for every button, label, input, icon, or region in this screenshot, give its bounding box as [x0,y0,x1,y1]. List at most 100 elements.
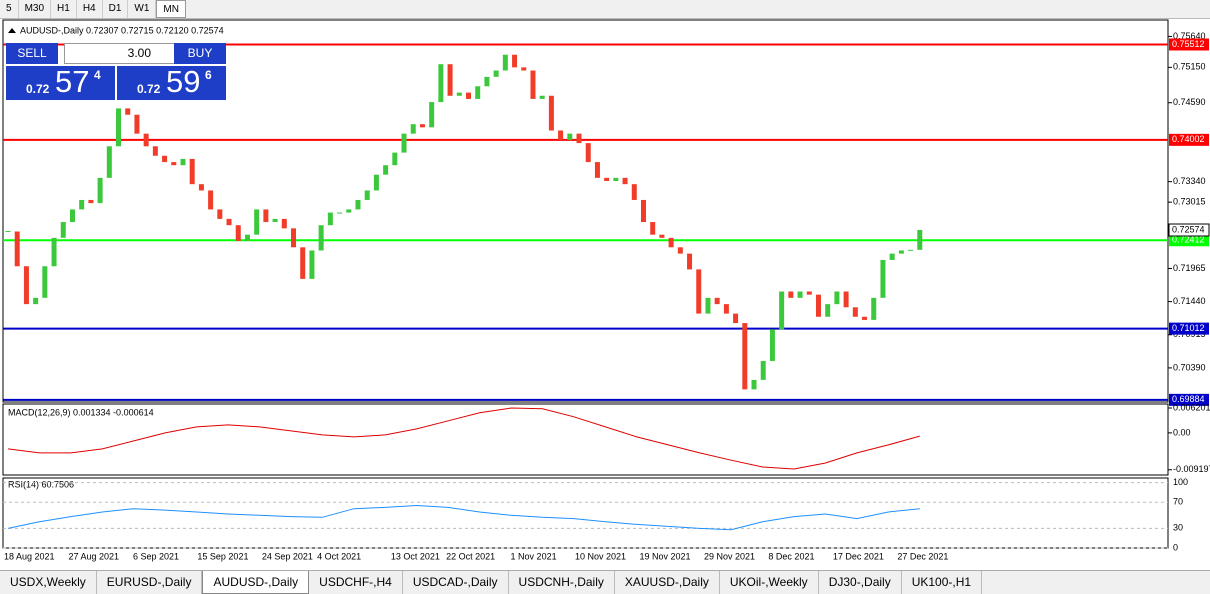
candle [512,54,518,68]
candle [760,360,766,380]
candle [567,133,573,140]
level-label-box [1169,322,1209,335]
y-tick-label: 30 [1173,523,1183,533]
candle [162,155,168,163]
chart: AUDUSD-,Daily 0.72307 0.72715 0.72120 0.… [2,19,1210,561]
candle [917,230,923,250]
chart-tab[interactable]: AUDUSD-,Daily [202,571,310,594]
candle [244,234,250,241]
candle [733,313,739,324]
candle [51,237,57,267]
chart-tab[interactable]: UK100-,H1 [902,571,983,594]
candle [723,304,729,314]
candle [530,70,536,99]
candle [815,294,821,317]
candle [327,212,333,226]
candle [208,190,214,210]
timeframe-button[interactable]: H4 [77,0,103,18]
chart-tab[interactable]: EURUSD-,Daily [97,571,203,594]
candle [429,102,435,128]
candle [677,247,683,254]
price-label-box [1168,223,1210,237]
price-prefix: 0.72 [26,82,50,96]
candle [696,269,702,314]
candle [825,304,831,317]
last-price-label: 0.72574 [1172,224,1205,234]
chart-title: AUDUSD-,Daily 0.72307 0.72715 0.72120 0.… [20,25,224,35]
candle [484,76,490,87]
timeframe-button[interactable]: 5 [0,0,19,18]
y-tick-label: 0.75640 [1173,31,1206,41]
candle [447,64,453,96]
volume-input[interactable]: 3.00 [64,43,176,64]
sell-button[interactable]: SELL [6,43,58,64]
level-label: 0.72412 [1172,235,1205,245]
candle [779,291,785,330]
candle [346,209,352,213]
y-tick-label: 0.75150 [1173,62,1206,72]
candle [88,199,94,204]
rsi-title: RSI(14) 60.7506 [8,479,74,489]
candle [79,199,85,210]
x-tick-label: 27 Aug 2021 [68,551,119,561]
sell-price[interactable]: 0.72 57 4 [6,64,115,100]
candle [189,158,195,185]
candle [548,95,554,131]
candle [125,108,131,115]
candle [687,253,693,270]
chart-tab[interactable]: USDCHF-,H4 [309,571,403,594]
candle [539,95,545,99]
x-tick-label: 17 Dec 2021 [833,551,884,561]
candle [668,237,674,248]
candle [23,266,29,305]
candle [33,297,39,305]
y-tick-label: 70 [1173,497,1183,507]
candle [171,162,177,166]
y-tick-label: 100 [1173,477,1188,487]
price-small: 4 [94,68,101,82]
buy-button[interactable]: BUY [174,43,226,64]
macd-title: MACD(12,26,9) 0.001334 -0.000614 [8,407,154,417]
timeframe-button[interactable]: D1 [103,0,129,18]
x-tick-label: 24 Sep 2021 [262,551,313,561]
y-tick-label: 0.73015 [1173,197,1206,207]
volume: 3.00 [127,46,151,60]
chart-tab[interactable]: DJ30-,Daily [819,571,902,594]
price-prefix: 0.72 [137,82,161,96]
candle [493,70,499,77]
buy-price[interactable]: 0.72 59 6 [117,64,226,100]
chart-tab[interactable]: USDX,Weekly [0,571,97,594]
y-tick-label: 0.71440 [1173,296,1206,306]
candle [281,218,287,229]
candle [392,152,398,166]
chart-tab[interactable]: USDCNH-,Daily [509,571,615,594]
chart-tab[interactable]: XAUUSD-,Daily [615,571,720,594]
candle [889,253,895,260]
x-tick-label: 4 Oct 2021 [317,551,361,561]
timeframe-button[interactable]: W1 [128,0,157,18]
chart-tab[interactable]: UKOil-,Weekly [720,571,819,594]
candle [705,297,711,314]
candle [401,133,407,153]
chart-tab[interactable]: USDCAD-,Daily [403,571,509,594]
candle [714,297,720,305]
collapse-icon[interactable] [8,28,16,33]
candle [640,199,646,223]
y-tick-label: 0.73340 [1173,176,1206,186]
candle [659,234,665,238]
candle [134,114,140,134]
candle [116,108,122,147]
y-tick-label: 0.70390 [1173,362,1206,372]
timeframe-button[interactable]: MN [156,0,186,18]
timeframe-button[interactable]: M30 [19,0,52,18]
candle [788,291,794,298]
x-tick-label: 8 Dec 2021 [768,551,814,561]
candle [291,228,297,248]
timeframe-button[interactable]: H1 [51,0,77,18]
candle [106,146,112,178]
candle [97,177,103,204]
candle [806,291,812,295]
candle [419,124,425,128]
candle [576,133,582,144]
candle [834,291,840,305]
